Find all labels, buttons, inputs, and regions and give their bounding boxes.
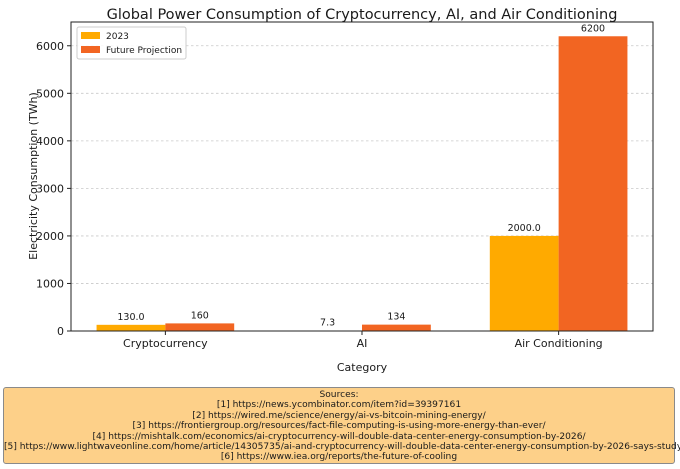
bar-value-labels: 130.0 7.3 2000.0 160 134 6200 xyxy=(117,23,605,328)
legend-swatch xyxy=(81,32,100,39)
y-tick-label: 0 xyxy=(57,325,64,338)
legend-label: Future Projection xyxy=(106,46,182,56)
sources-heading: Sources: xyxy=(319,390,359,400)
source-item-2[interactable]: [2] https://wired.me/science/energy/ai-v… xyxy=(192,410,486,421)
x-tick-label: AI xyxy=(357,337,368,350)
y-tick-label: 4000 xyxy=(36,135,64,148)
bar-air-conditioning-2023 xyxy=(489,235,559,331)
bar-chart: Global Power Consumption of Cryptocurren… xyxy=(27,7,654,374)
chart-title: Global Power Consumption of Cryptocurren… xyxy=(107,7,618,23)
y-axis-label: Electricity Consumption (TWh) xyxy=(27,92,40,260)
source-item-1[interactable]: [1] https://news.ycombinator.com/item?id… xyxy=(216,400,462,411)
bar-air-conditioning-future xyxy=(558,36,628,332)
y-tick-label: 6000 xyxy=(36,40,64,53)
bar-value-label: 7.3 xyxy=(320,318,335,329)
legend: 2023 Future Projection xyxy=(76,26,187,60)
bar-value-label: 6200 xyxy=(581,23,605,34)
bar-ai-future xyxy=(362,324,431,331)
x-tick-label: Cryptocurrency xyxy=(123,337,208,350)
y-tick-label: 3000 xyxy=(36,182,64,195)
source-item-5[interactable]: [5] https://www.lightwaveonline.com/home… xyxy=(4,442,680,453)
bar-cryptocurrency-future xyxy=(165,323,235,331)
bar-value-label: 2000.0 xyxy=(508,223,541,234)
y-tick-label: 1000 xyxy=(36,277,64,290)
bar-cryptocurrency-2023 xyxy=(96,324,166,331)
bar-value-label: 134 xyxy=(387,312,405,323)
legend-frame xyxy=(76,26,187,60)
source-item-6[interactable]: [6] https://www.iea.org/reports/the-futu… xyxy=(220,452,458,463)
legend-swatch xyxy=(81,46,100,53)
bar-value-label: 130.0 xyxy=(117,312,144,323)
source-item-4[interactable]: [4] https://mishtalk.com/economics/ai-cr… xyxy=(92,431,586,442)
y-axis: 0 1000 2000 3000 4000 5000 6000 xyxy=(36,40,71,338)
bars xyxy=(96,36,628,332)
y-tick-label: 5000 xyxy=(36,87,64,100)
x-tick-label: Air Conditioning xyxy=(515,337,603,350)
sources-box: Sources: [1] https://news.ycombinator.co… xyxy=(3,387,680,464)
y-tick-label: 2000 xyxy=(36,230,64,243)
source-item-3[interactable]: [3] https://frontiergroup.org/resources/… xyxy=(132,421,546,432)
legend-label: 2023 xyxy=(106,32,129,42)
bar-value-label: 160 xyxy=(191,310,209,321)
x-axis-label: Category xyxy=(337,361,388,374)
x-axis: Cryptocurrency AI Air Conditioning xyxy=(123,331,603,350)
